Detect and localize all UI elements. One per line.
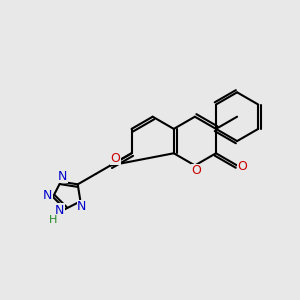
Text: O: O <box>110 152 120 165</box>
Text: N: N <box>55 204 64 217</box>
Text: N: N <box>77 200 87 213</box>
Text: O: O <box>191 164 201 177</box>
Text: N: N <box>58 170 67 183</box>
Text: O: O <box>238 160 248 173</box>
Text: H: H <box>49 214 57 224</box>
Text: N: N <box>43 189 52 202</box>
